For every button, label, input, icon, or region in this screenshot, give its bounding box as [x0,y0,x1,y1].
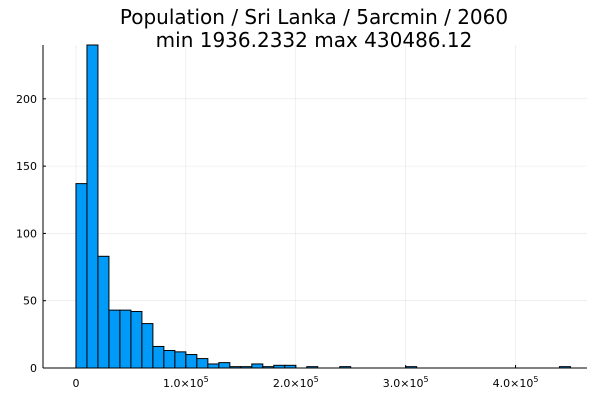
histogram-bar [174,351,187,369]
histogram-bar [251,363,264,369]
x-axis-ticks: 0 1.0×105 2.0×105 3.0×105 4.0×105 [72,365,538,390]
histogram-bar [185,354,198,369]
x-tick-label: 2.0×105 [273,375,319,390]
histogram-bar [108,309,121,369]
y-tick-label: 200 [16,93,37,106]
y-tick-label: 50 [23,295,37,308]
histogram-bar [119,309,132,369]
chart-title-line-1: Population / Sri Lanka / 5arcmin / 2060 [120,5,508,29]
y-tick-label: 150 [16,160,37,173]
histogram-bar [207,363,220,369]
y-tick-label: 100 [16,227,37,240]
y-axis-ticks: 0 50 100 150 200 [16,93,46,375]
histogram-bar [196,358,209,369]
histogram-bar [130,310,143,369]
histogram-bar [141,323,154,369]
x-tick-label: 1.0×105 [163,375,209,390]
x-tick-label: 4.0×105 [493,375,539,390]
x-tick-label: 0 [72,377,79,390]
histogram-bar [163,350,176,369]
y-tick-label: 0 [30,362,37,375]
chart-title-line-2: min 1936.2332 max 430486.12 [156,28,473,52]
x-tick-label: 3.0×105 [383,375,429,390]
histogram-bar [218,362,231,369]
histogram-bar [86,44,99,369]
histogram-bar [75,183,88,369]
histogram-bar [152,345,165,369]
histogram-bar [97,255,110,369]
